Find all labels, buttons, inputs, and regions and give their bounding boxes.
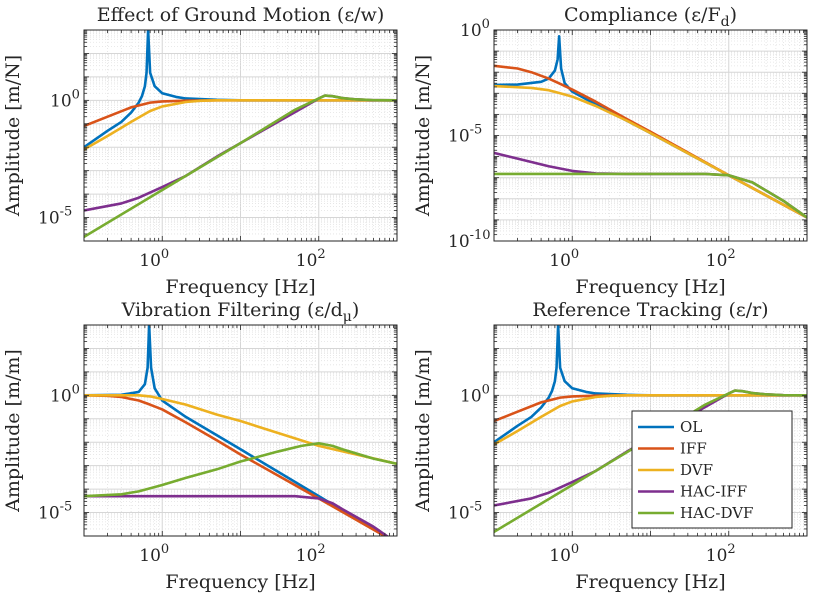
y-tick-label: 100	[460, 17, 490, 41]
legend-entry-hac-dvf: HAC-DVF	[680, 504, 753, 522]
series-group	[84, 30, 397, 239]
y-tick-label: 10-5	[448, 500, 482, 524]
chart-title: Effect of Ground Motion (ε/w)	[97, 4, 384, 26]
y-tick-label: 100	[50, 382, 80, 406]
series-line-dvf	[494, 394, 807, 446]
y-tick-label: 10-5	[448, 123, 482, 147]
series-line-hac-dvf	[494, 172, 807, 219]
tick-marks	[83, 30, 397, 242]
series-line-ol	[84, 325, 388, 536]
y-tick-label: 100	[50, 87, 80, 111]
tick-marks	[83, 325, 397, 537]
subplot-3: 100 102 10-5 100 Vibration Filtering (ε/dμ) F…	[2, 299, 398, 593]
x-tick-label: 102	[706, 542, 736, 566]
x-axis-label: Frequency [Hz]	[575, 571, 725, 593]
chart-title: Compliance (ε/Fd)	[564, 4, 737, 30]
y-tick-label: 10-5	[38, 500, 72, 524]
series-group	[494, 35, 807, 219]
subplot-4: 100 102 10-5 100 Reference Tracking (ε/r) Fre…	[412, 299, 808, 593]
y-axis-label: Amplitude [m/N]	[412, 55, 434, 217]
legend-entry-iff: IFF	[680, 440, 707, 458]
series-group	[84, 325, 397, 536]
series-line-dvf	[84, 99, 397, 151]
x-tick-label: 102	[296, 247, 326, 271]
x-tick-label: 102	[706, 247, 736, 271]
x-tick-label: 100	[549, 247, 579, 271]
y-axis-label: Amplitude [m/N]	[2, 55, 24, 217]
tick-marks	[493, 30, 807, 242]
subplot-2: 100 102 10-10 10-5 100 Compliance (ε/Fd) Frequ…	[412, 4, 808, 298]
series-line-hac-dvf	[84, 94, 397, 239]
subplot-1: 100 102 10-5 100 Effect of Ground Motion (ε/…	[2, 4, 398, 298]
y-axis-label: Amplitude [m/m]	[2, 349, 24, 513]
series-line-dvf	[494, 84, 807, 219]
chart-title: Reference Tracking (ε/r)	[532, 299, 768, 321]
legend: OL IFF DVF HAC-IFF HAC-DVF	[631, 410, 793, 529]
x-axis-label: Frequency [Hz]	[165, 571, 315, 593]
x-tick-label: 102	[296, 542, 326, 566]
series-group	[494, 325, 807, 534]
grid	[493, 30, 807, 242]
legend-entry-hac-iff: HAC-IFF	[680, 483, 747, 501]
y-tick-label: 100	[460, 382, 490, 406]
legend-entry-ol: OL	[680, 418, 702, 436]
tick-marks	[493, 325, 807, 537]
series-line-hac-dvf	[494, 389, 807, 534]
x-axis-label: Frequency [Hz]	[165, 276, 315, 298]
chart-title: Vibration Filtering (ε/dμ)	[121, 299, 360, 325]
x-tick-label: 100	[139, 542, 169, 566]
x-tick-label: 100	[549, 542, 579, 566]
series-line-dvf	[84, 394, 397, 466]
series-line-hac-iff	[84, 494, 390, 536]
y-tick-label: 10-5	[38, 205, 72, 229]
series-line-hac-dvf	[84, 441, 397, 498]
legend-entry-dvf: DVF	[680, 461, 713, 479]
y-axis-label: Amplitude [m/m]	[412, 349, 434, 513]
x-axis-label: Frequency [Hz]	[575, 276, 725, 298]
x-tick-label: 100	[139, 247, 169, 271]
y-tick-label: 10-10	[448, 228, 491, 252]
